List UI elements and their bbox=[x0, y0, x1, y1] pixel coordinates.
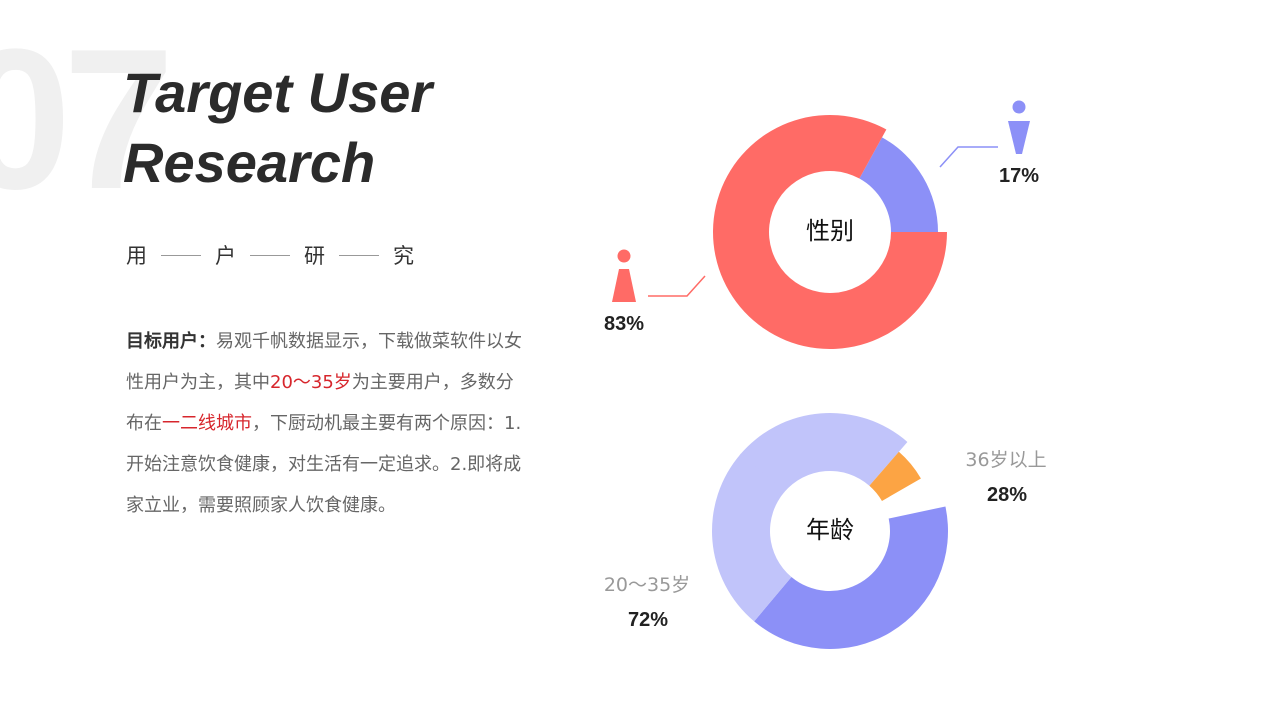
age-donut-chart bbox=[712, 413, 948, 649]
age-36plus-label: 36岁以上 bbox=[965, 449, 1046, 471]
subtitle-char: 用 bbox=[126, 244, 147, 268]
gender-donut-chart bbox=[712, 114, 947, 349]
female-percent-label: 83% bbox=[604, 313, 644, 335]
description-text: 易观千帆数据显示，下载做菜软件以女性用户为主，其中 bbox=[126, 331, 522, 393]
subtitle-char: 究 bbox=[393, 244, 414, 268]
gender-slice-female bbox=[712, 114, 947, 349]
subtitle-divider bbox=[339, 254, 379, 256]
description-text: 为主要用户，多数分布在 bbox=[126, 372, 514, 434]
subtitle-divider bbox=[250, 254, 290, 256]
description-paragraph: 目标用户：易观千帆数据显示，下载做菜软件以女性用户为主，其中20～35岁为主要用… bbox=[126, 321, 526, 526]
highlight-cities: 一二线城市 bbox=[162, 413, 252, 434]
age-slice-36-plus bbox=[869, 451, 921, 501]
description-text: ，下厨动机最主要有两个原因：1.开始注意饮食健康，对生活有一定追求。2.即将成家… bbox=[126, 413, 522, 516]
subtitle-divider bbox=[161, 254, 201, 256]
title-line-2: Research bbox=[123, 131, 376, 194]
highlight-age: 20～35岁 bbox=[270, 372, 352, 393]
description-lead: 目标用户： bbox=[126, 331, 216, 352]
male-percent-label: 17% bbox=[999, 165, 1039, 187]
age-20-35-label: 20～35岁 bbox=[604, 574, 690, 596]
age-36plus-percent-label: 28% bbox=[987, 484, 1027, 506]
age-center-label: 年龄 bbox=[806, 516, 854, 544]
subtitle-char: 研 bbox=[304, 244, 325, 268]
gender-slice-male bbox=[859, 137, 938, 232]
age-20-35-percent-label: 72% bbox=[628, 609, 668, 631]
subtitle-char: 户 bbox=[215, 244, 236, 268]
female-leader-line bbox=[648, 275, 706, 297]
title-line-1: Target User bbox=[123, 61, 433, 124]
female-icon bbox=[612, 249, 636, 302]
age-slice-20-35-light bbox=[739, 413, 908, 493]
age-slice-20-35-light-2 bbox=[712, 453, 792, 622]
subtitle: 用 户 研 究 bbox=[126, 240, 414, 270]
male-icon bbox=[1008, 100, 1030, 154]
gender-center-label: 性别 bbox=[806, 217, 854, 245]
age-slice-20-35 bbox=[754, 506, 948, 649]
male-leader-line bbox=[939, 146, 998, 168]
slide-number: 07 bbox=[0, 8, 174, 231]
page-title: Target User Research bbox=[123, 58, 432, 198]
